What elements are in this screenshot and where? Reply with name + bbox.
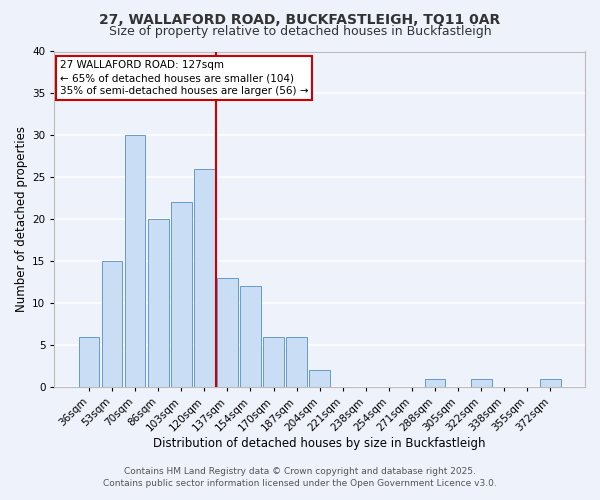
Bar: [286, 336, 307, 387]
Bar: [240, 286, 261, 387]
Bar: [263, 336, 284, 387]
Bar: [471, 378, 491, 387]
Text: Contains HM Land Registry data © Crown copyright and database right 2025.
Contai: Contains HM Land Registry data © Crown c…: [103, 466, 497, 487]
Bar: [540, 378, 561, 387]
Bar: [171, 202, 191, 387]
Text: 27 WALLAFORD ROAD: 127sqm
← 65% of detached houses are smaller (104)
35% of semi: 27 WALLAFORD ROAD: 127sqm ← 65% of detac…: [60, 60, 308, 96]
Bar: [425, 378, 445, 387]
X-axis label: Distribution of detached houses by size in Buckfastleigh: Distribution of detached houses by size …: [154, 437, 486, 450]
Bar: [125, 136, 145, 387]
Bar: [101, 261, 122, 387]
Bar: [217, 278, 238, 387]
Text: Size of property relative to detached houses in Buckfastleigh: Size of property relative to detached ho…: [109, 25, 491, 38]
Bar: [148, 219, 169, 387]
Text: 27, WALLAFORD ROAD, BUCKFASTLEIGH, TQ11 0AR: 27, WALLAFORD ROAD, BUCKFASTLEIGH, TQ11 …: [100, 12, 500, 26]
Bar: [310, 370, 330, 387]
Y-axis label: Number of detached properties: Number of detached properties: [15, 126, 28, 312]
Bar: [79, 336, 100, 387]
Bar: [194, 169, 215, 387]
